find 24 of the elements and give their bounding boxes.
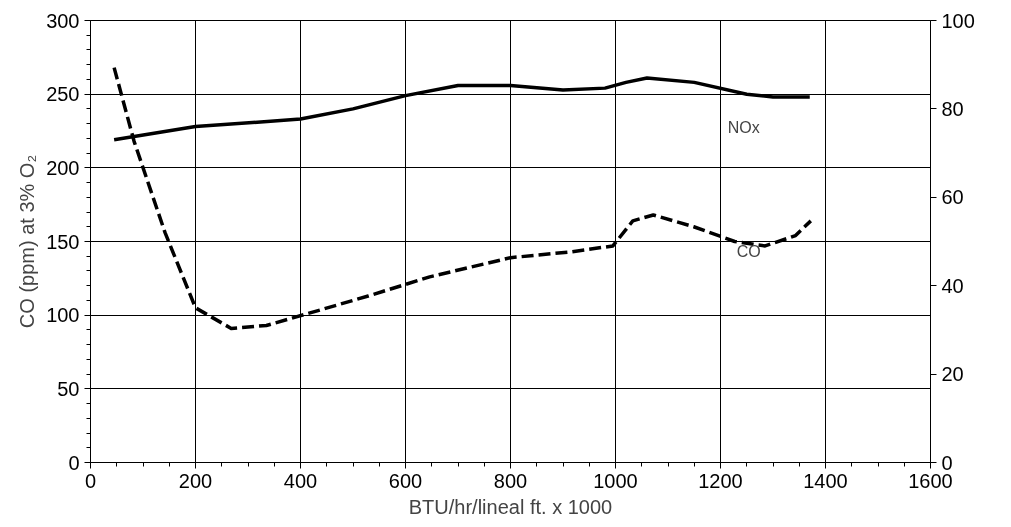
y2-tick-label: 40	[941, 274, 964, 297]
y2-tick-label: 60	[941, 186, 964, 209]
y2-tick-label: 80	[941, 97, 964, 120]
x-tick-label: 1400	[803, 469, 848, 492]
y2-tick-label: 100	[941, 9, 975, 32]
y-tick-label: 300	[46, 9, 80, 32]
y-tick-label: 100	[46, 304, 80, 327]
y-tick-label: 150	[46, 230, 80, 253]
x-tick-label: 800	[493, 469, 528, 492]
y-tick-label: 50	[57, 377, 80, 400]
annotation: NOx	[727, 118, 760, 136]
y-tick-label: 0	[68, 451, 80, 474]
y-tick-label: 200	[46, 156, 80, 179]
x-tick-label: 200	[178, 469, 213, 492]
y-axis-title: CO (ppm) at 3% O₂	[16, 154, 39, 329]
y-tick-label: 250	[46, 83, 80, 106]
annotation: CO	[736, 242, 761, 260]
x-tick-label: 0	[84, 469, 97, 492]
x-tick-label: 1200	[698, 469, 743, 492]
x-axis-title: BTU/hr/lineal ft. x 1000	[408, 495, 613, 518]
x-tick-label: 600	[388, 469, 423, 492]
x-tick-label: 400	[283, 469, 318, 492]
x-tick-label: 1000	[593, 469, 638, 492]
y2-tick-label: 20	[941, 363, 964, 386]
